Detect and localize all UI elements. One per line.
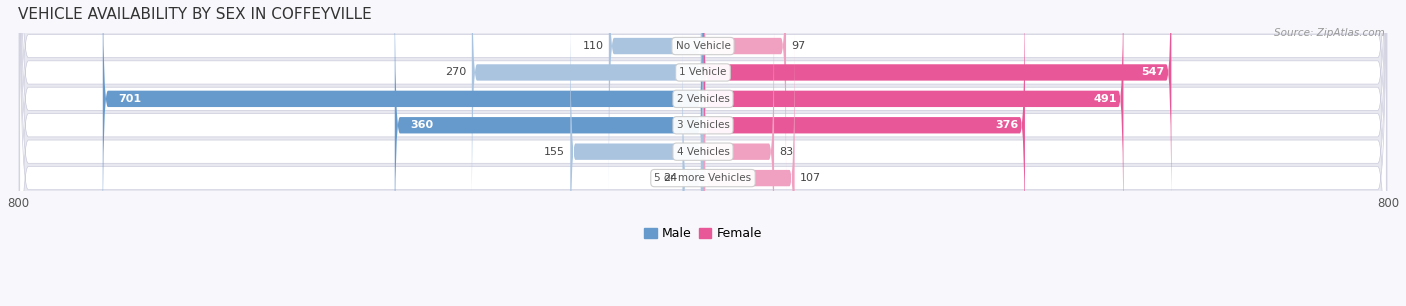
FancyBboxPatch shape — [20, 0, 1386, 306]
FancyBboxPatch shape — [20, 0, 1386, 299]
Text: 97: 97 — [792, 41, 806, 51]
FancyBboxPatch shape — [571, 2, 703, 302]
Text: 24: 24 — [664, 173, 678, 183]
Text: 491: 491 — [1092, 94, 1116, 104]
FancyBboxPatch shape — [703, 0, 1171, 223]
FancyBboxPatch shape — [703, 2, 775, 302]
Text: 1 Vehicle: 1 Vehicle — [679, 67, 727, 77]
Legend: Male, Female: Male, Female — [640, 222, 766, 245]
Text: VEHICLE AVAILABILITY BY SEX IN COFFEYVILLE: VEHICLE AVAILABILITY BY SEX IN COFFEYVIL… — [18, 7, 371, 22]
Text: 155: 155 — [544, 147, 565, 157]
FancyBboxPatch shape — [20, 0, 1386, 306]
FancyBboxPatch shape — [703, 0, 1025, 275]
Text: 4 Vehicles: 4 Vehicles — [676, 147, 730, 157]
FancyBboxPatch shape — [472, 0, 703, 223]
FancyBboxPatch shape — [395, 0, 703, 275]
Text: 270: 270 — [446, 67, 467, 77]
Text: No Vehicle: No Vehicle — [675, 41, 731, 51]
Text: 547: 547 — [1142, 67, 1164, 77]
FancyBboxPatch shape — [703, 28, 794, 306]
Text: 83: 83 — [779, 147, 793, 157]
Text: Source: ZipAtlas.com: Source: ZipAtlas.com — [1274, 28, 1385, 38]
FancyBboxPatch shape — [20, 0, 1386, 306]
FancyBboxPatch shape — [703, 0, 786, 196]
FancyBboxPatch shape — [703, 0, 1123, 249]
Text: 110: 110 — [582, 41, 603, 51]
Text: 2 Vehicles: 2 Vehicles — [676, 94, 730, 104]
FancyBboxPatch shape — [103, 0, 703, 249]
Text: 701: 701 — [118, 94, 142, 104]
Text: 3 Vehicles: 3 Vehicles — [676, 120, 730, 130]
FancyBboxPatch shape — [20, 0, 1386, 306]
FancyBboxPatch shape — [682, 28, 703, 306]
FancyBboxPatch shape — [20, 0, 1386, 306]
Text: 5 or more Vehicles: 5 or more Vehicles — [654, 173, 752, 183]
FancyBboxPatch shape — [609, 0, 703, 196]
Text: 360: 360 — [411, 120, 433, 130]
Text: 376: 376 — [995, 120, 1018, 130]
Text: 107: 107 — [800, 173, 821, 183]
